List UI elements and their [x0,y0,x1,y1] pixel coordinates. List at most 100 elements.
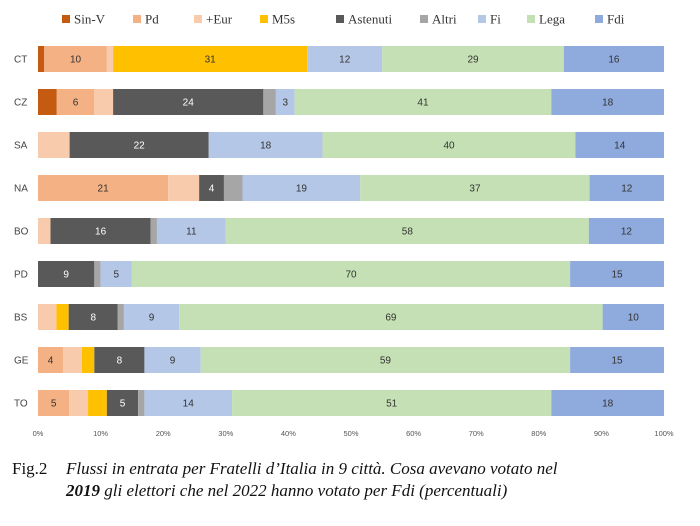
category-label-bs: BS [14,313,28,324]
bar-segment-to-fi [144,390,233,416]
data-label: 14 [614,141,626,152]
bar-segment-bs-fi [123,304,180,330]
legend-swatch [527,15,535,23]
legend-label: Altri [432,12,457,27]
bar-segment-to-altri [138,390,145,416]
x-tick-label: 30% [218,429,233,438]
data-label: 9 [170,356,176,367]
bar-segment-na-astenuti [199,175,224,201]
bar-segment-bs-astenuti [68,304,118,330]
data-label: 5 [113,270,119,281]
data-label: 12 [339,55,351,66]
data-label: 9 [63,270,69,281]
x-tick-label: 50% [343,429,358,438]
bar-segment-to-lega [232,390,552,416]
legend-item-astenuti: Astenuti [336,12,392,27]
bar-segment-ct-fdi [563,46,664,72]
bar-segment-pd-lega [131,261,571,287]
bar-segment-na-fi [242,175,361,201]
legend-item-altri: Altri [420,12,457,27]
bar-segment-bo-fi [156,218,226,244]
bar-segment-ct--eur [106,46,114,72]
data-label: 58 [402,227,414,238]
x-tick-label: 100% [654,429,674,438]
data-label: 24 [183,98,195,109]
bar-segment-ge-pd [38,347,64,373]
data-label: 8 [117,356,123,367]
x-tick-label: 40% [281,429,296,438]
data-label: 40 [443,141,455,152]
legend-label: Fi [490,12,501,27]
data-label: 15 [611,270,623,281]
bar-segment-na--eur [168,175,200,201]
bar-segment-sa-fi [208,132,323,158]
bar-segment-cz--eur [94,89,114,115]
data-label: 4 [48,356,54,367]
bar-segment-cz-pd [56,89,95,115]
bar-segment-sa--eur [38,132,70,158]
data-label: 14 [183,399,195,410]
bar-segment-bo-lega [225,218,589,244]
bar-segment-cz-altri [263,89,276,115]
data-label: 12 [621,184,633,195]
data-label: 18 [602,399,614,410]
legend-swatch [595,15,603,23]
legend-label: Pd [145,12,159,27]
figure-label: Fig.2 [12,459,48,478]
data-label: 9 [149,313,155,324]
legend-label: +Eur [206,12,233,27]
bar-segment-bo--eur [38,218,51,244]
data-label: 5 [51,399,57,410]
bar-segment-sa-astenuti [69,132,209,158]
x-tick-label: 60% [406,429,421,438]
data-label: 69 [385,313,397,324]
data-label: 3 [282,98,288,109]
category-label-cz: CZ [14,98,27,109]
bar-segment-ct-m5s [113,46,308,72]
bar-segment-to-m5s [88,390,107,416]
x-tick-label: 20% [156,429,171,438]
bar-segment-ge-astenuti [94,347,145,373]
legend-label: Lega [539,12,565,27]
data-label: 4 [209,184,215,195]
data-label: 31 [205,55,217,66]
bar-segment-cz-sin-v [38,89,57,115]
stacked-bar-chart: Sin-V Pd +Eur M5s Astenuti Altri Fi Lega Fdi CT 10… [14,12,674,439]
caption-year: 2019 [66,481,100,500]
bar-segment-to-fdi [551,390,664,416]
bar-segment-ge--eur [63,347,82,373]
legend-item-m5s: M5s [260,12,295,27]
data-label: 16 [608,55,620,66]
bar-segment-to-pd [38,390,70,416]
legend-swatch [420,15,428,23]
legend-item--eur: +Eur [194,12,233,27]
legend-swatch [336,15,344,23]
bar-segment-pd-altri [94,261,101,287]
data-label: 59 [380,356,392,367]
category-label-ct: CT [14,55,27,66]
legend-swatch [478,15,486,23]
caption-line-1: Flussi in entrata per Fratelli d’Italia … [66,459,558,478]
data-label: 21 [98,184,110,195]
category-label-na: NA [14,184,28,195]
category-label-ge: GE [14,356,29,367]
bar-segment-cz-astenuti [113,89,264,115]
bar-segment-ct-lega [382,46,564,72]
data-label: 19 [296,184,308,195]
legend-item-lega: Lega [527,12,565,27]
bar-segment-bs-fdi [602,304,664,330]
bar-segment-bo-astenuti [50,218,151,244]
data-label: 8 [90,313,96,324]
data-label: 18 [602,98,614,109]
x-tick-label: 70% [469,429,484,438]
data-label: 22 [134,141,146,152]
category-label-bo: BO [14,227,29,238]
bar-segment-ct-pd [44,46,107,72]
bar-segment-bs-m5s [56,304,69,330]
legend-item-pd: Pd [133,12,159,27]
bar-segment-pd-fdi [570,261,664,287]
legend-label: Sin-V [74,12,106,27]
x-tick-label: 80% [531,429,546,438]
legend-swatch [260,15,268,23]
